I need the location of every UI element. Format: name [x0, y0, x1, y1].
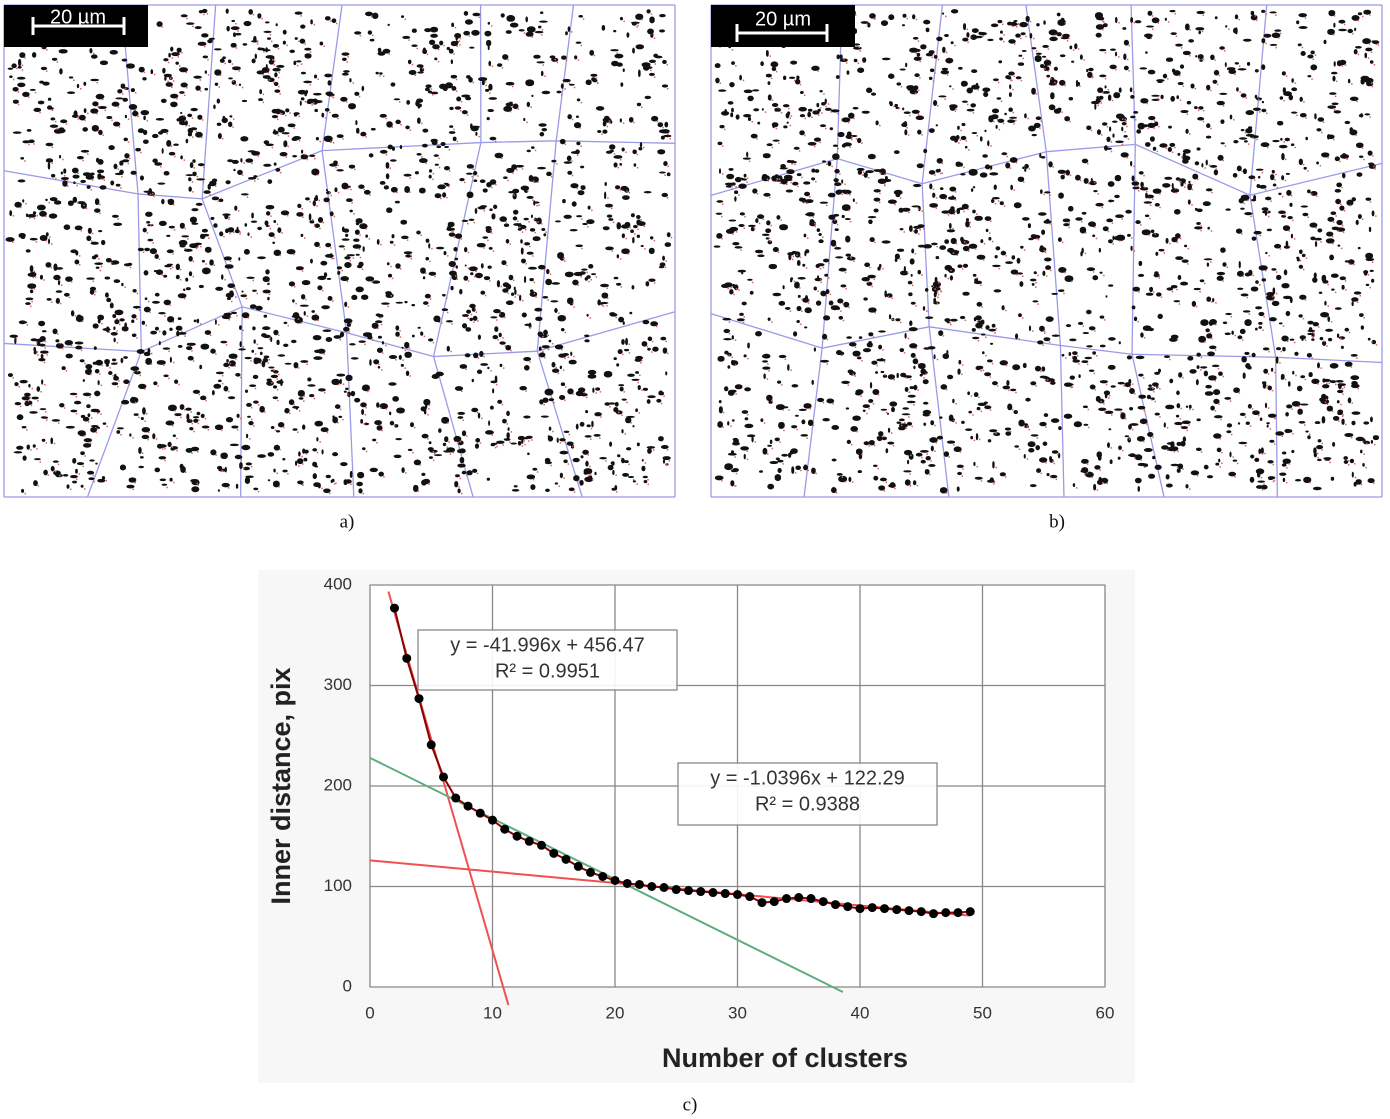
- micrograph: [3, 4, 676, 498]
- scale-bar-label: 20 µm: [50, 6, 106, 28]
- x-tick-label: 50: [973, 1003, 992, 1022]
- x-tick-label: 0: [365, 1003, 374, 1022]
- data-point: [635, 879, 644, 889]
- data-point: [806, 894, 816, 904]
- caption: c): [683, 1094, 698, 1115]
- data-point: [463, 801, 473, 811]
- y-tick-label: 400: [324, 574, 352, 593]
- data-point: [965, 907, 975, 917]
- data-point: [451, 793, 461, 803]
- y-tick-label: 300: [324, 675, 352, 694]
- equation-text: y = -41.996x + 456.47: [450, 634, 645, 656]
- data-point: [439, 772, 448, 782]
- data-point: [794, 893, 804, 903]
- particles: [713, 9, 1380, 494]
- data-point: [720, 889, 730, 899]
- scale-bar: 20 µm: [4, 5, 148, 47]
- data-point: [475, 808, 485, 818]
- y-axis-title: Inner distance, pix: [266, 667, 296, 904]
- data-point: [561, 854, 571, 864]
- data-point: [696, 887, 706, 897]
- data-point: [941, 908, 951, 918]
- data-point: [843, 902, 853, 912]
- data-point: [769, 897, 779, 907]
- data-point: [512, 831, 522, 841]
- caption: a): [340, 511, 355, 532]
- caption: b): [1049, 511, 1065, 532]
- data-point: [684, 886, 693, 896]
- data-point: [488, 815, 497, 825]
- y-tick-label: 100: [324, 876, 352, 895]
- scale-bar-line: [735, 24, 829, 42]
- scale-bar-label: 20 µm: [755, 8, 811, 30]
- data-point: [598, 871, 608, 881]
- data-point: [610, 875, 620, 885]
- x-tick-label: 30: [728, 1003, 747, 1022]
- data-point: [390, 603, 399, 613]
- data-point: [671, 885, 681, 895]
- data-point: [916, 907, 926, 917]
- data-point: [426, 740, 436, 750]
- data-point: [855, 904, 865, 914]
- data-point: [892, 905, 902, 915]
- data-point: [549, 848, 559, 858]
- data-point: [537, 840, 546, 850]
- data-point: [402, 653, 412, 663]
- x-tick-label: 40: [851, 1003, 870, 1022]
- y-tick-label: 200: [324, 775, 352, 794]
- data-point: [782, 894, 791, 904]
- equation-box: [677, 762, 938, 826]
- x-axis-title: Number of clusters: [662, 1043, 908, 1073]
- scale-bar-box: [711, 5, 855, 47]
- data-point: [953, 908, 963, 918]
- data-point: [500, 824, 510, 834]
- data-point: [708, 888, 718, 898]
- data-point: [831, 900, 840, 910]
- scale-bar: 20 µm: [711, 5, 855, 47]
- data-point: [818, 897, 828, 907]
- equation-box: [417, 629, 678, 691]
- x-tick-label: 60: [1096, 1003, 1115, 1022]
- x-tick-label: 10: [483, 1003, 502, 1022]
- data-point: [524, 836, 534, 846]
- data-point: [904, 906, 914, 916]
- data-point: [757, 898, 767, 908]
- y-tick-label: 0: [343, 976, 352, 995]
- data-point: [647, 882, 657, 891]
- data-point: [745, 892, 755, 902]
- equation-text: R² = 0.9388: [755, 793, 860, 815]
- data-point: [867, 903, 877, 913]
- data-point: [659, 883, 669, 893]
- x-tick-label: 20: [606, 1003, 625, 1022]
- data-point: [414, 694, 424, 704]
- equation-text: y = -1.0396x + 122.29: [710, 767, 905, 789]
- equation-text: R² = 0.9951: [495, 660, 600, 682]
- micrograph: [710, 4, 1383, 498]
- data-point: [733, 890, 742, 900]
- data-point: [586, 867, 595, 877]
- data-point: [622, 878, 632, 888]
- data-point: [880, 904, 889, 914]
- chart: 0 100 200 300 400 0 10 20 30 40 50 60 Number of clus…: [266, 574, 1114, 1073]
- data-point: [929, 909, 938, 919]
- data-point: [573, 861, 583, 871]
- scale-bar-line: [31, 17, 126, 35]
